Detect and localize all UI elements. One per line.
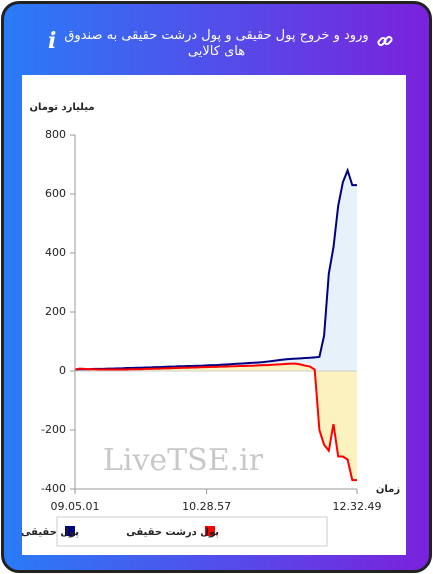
y-tick-label: -200: [41, 423, 66, 436]
area-fill: [75, 363, 357, 481]
x-axis-label: زمان: [376, 484, 400, 495]
legend-swatch: [65, 526, 75, 536]
x-tick-label: 10.28.57: [182, 500, 231, 513]
series-line: [74, 362, 357, 482]
x-tick-label: 12.32.49: [333, 500, 382, 513]
y-tick-label: 200: [45, 305, 66, 318]
info-icon[interactable]: i: [48, 28, 57, 54]
y-tick-label: 0: [59, 364, 66, 377]
watermark: LiveTSE.ir: [103, 443, 264, 478]
y-tick-label: 600: [45, 187, 66, 200]
legend-box: [56, 516, 328, 547]
x-tick-label: 09.05.01: [51, 500, 100, 513]
y-axis-label: میلیارد تومان: [29, 102, 94, 113]
y-tick-label: 400: [45, 246, 66, 259]
y-tick-label: 800: [45, 128, 66, 141]
link-icon[interactable]: [376, 32, 394, 50]
area-fill: [75, 170, 357, 371]
header-title: ورود و خروج پول حقیقی و پول درشت حقیقی ب…: [64, 28, 369, 59]
y-tick-label: -400: [41, 482, 66, 495]
legend-swatch: [205, 526, 215, 536]
legend-label: پول حقیقی: [21, 527, 79, 538]
series-line: [74, 167, 357, 371]
legend-label: پول درشت حقیقی: [126, 527, 219, 538]
